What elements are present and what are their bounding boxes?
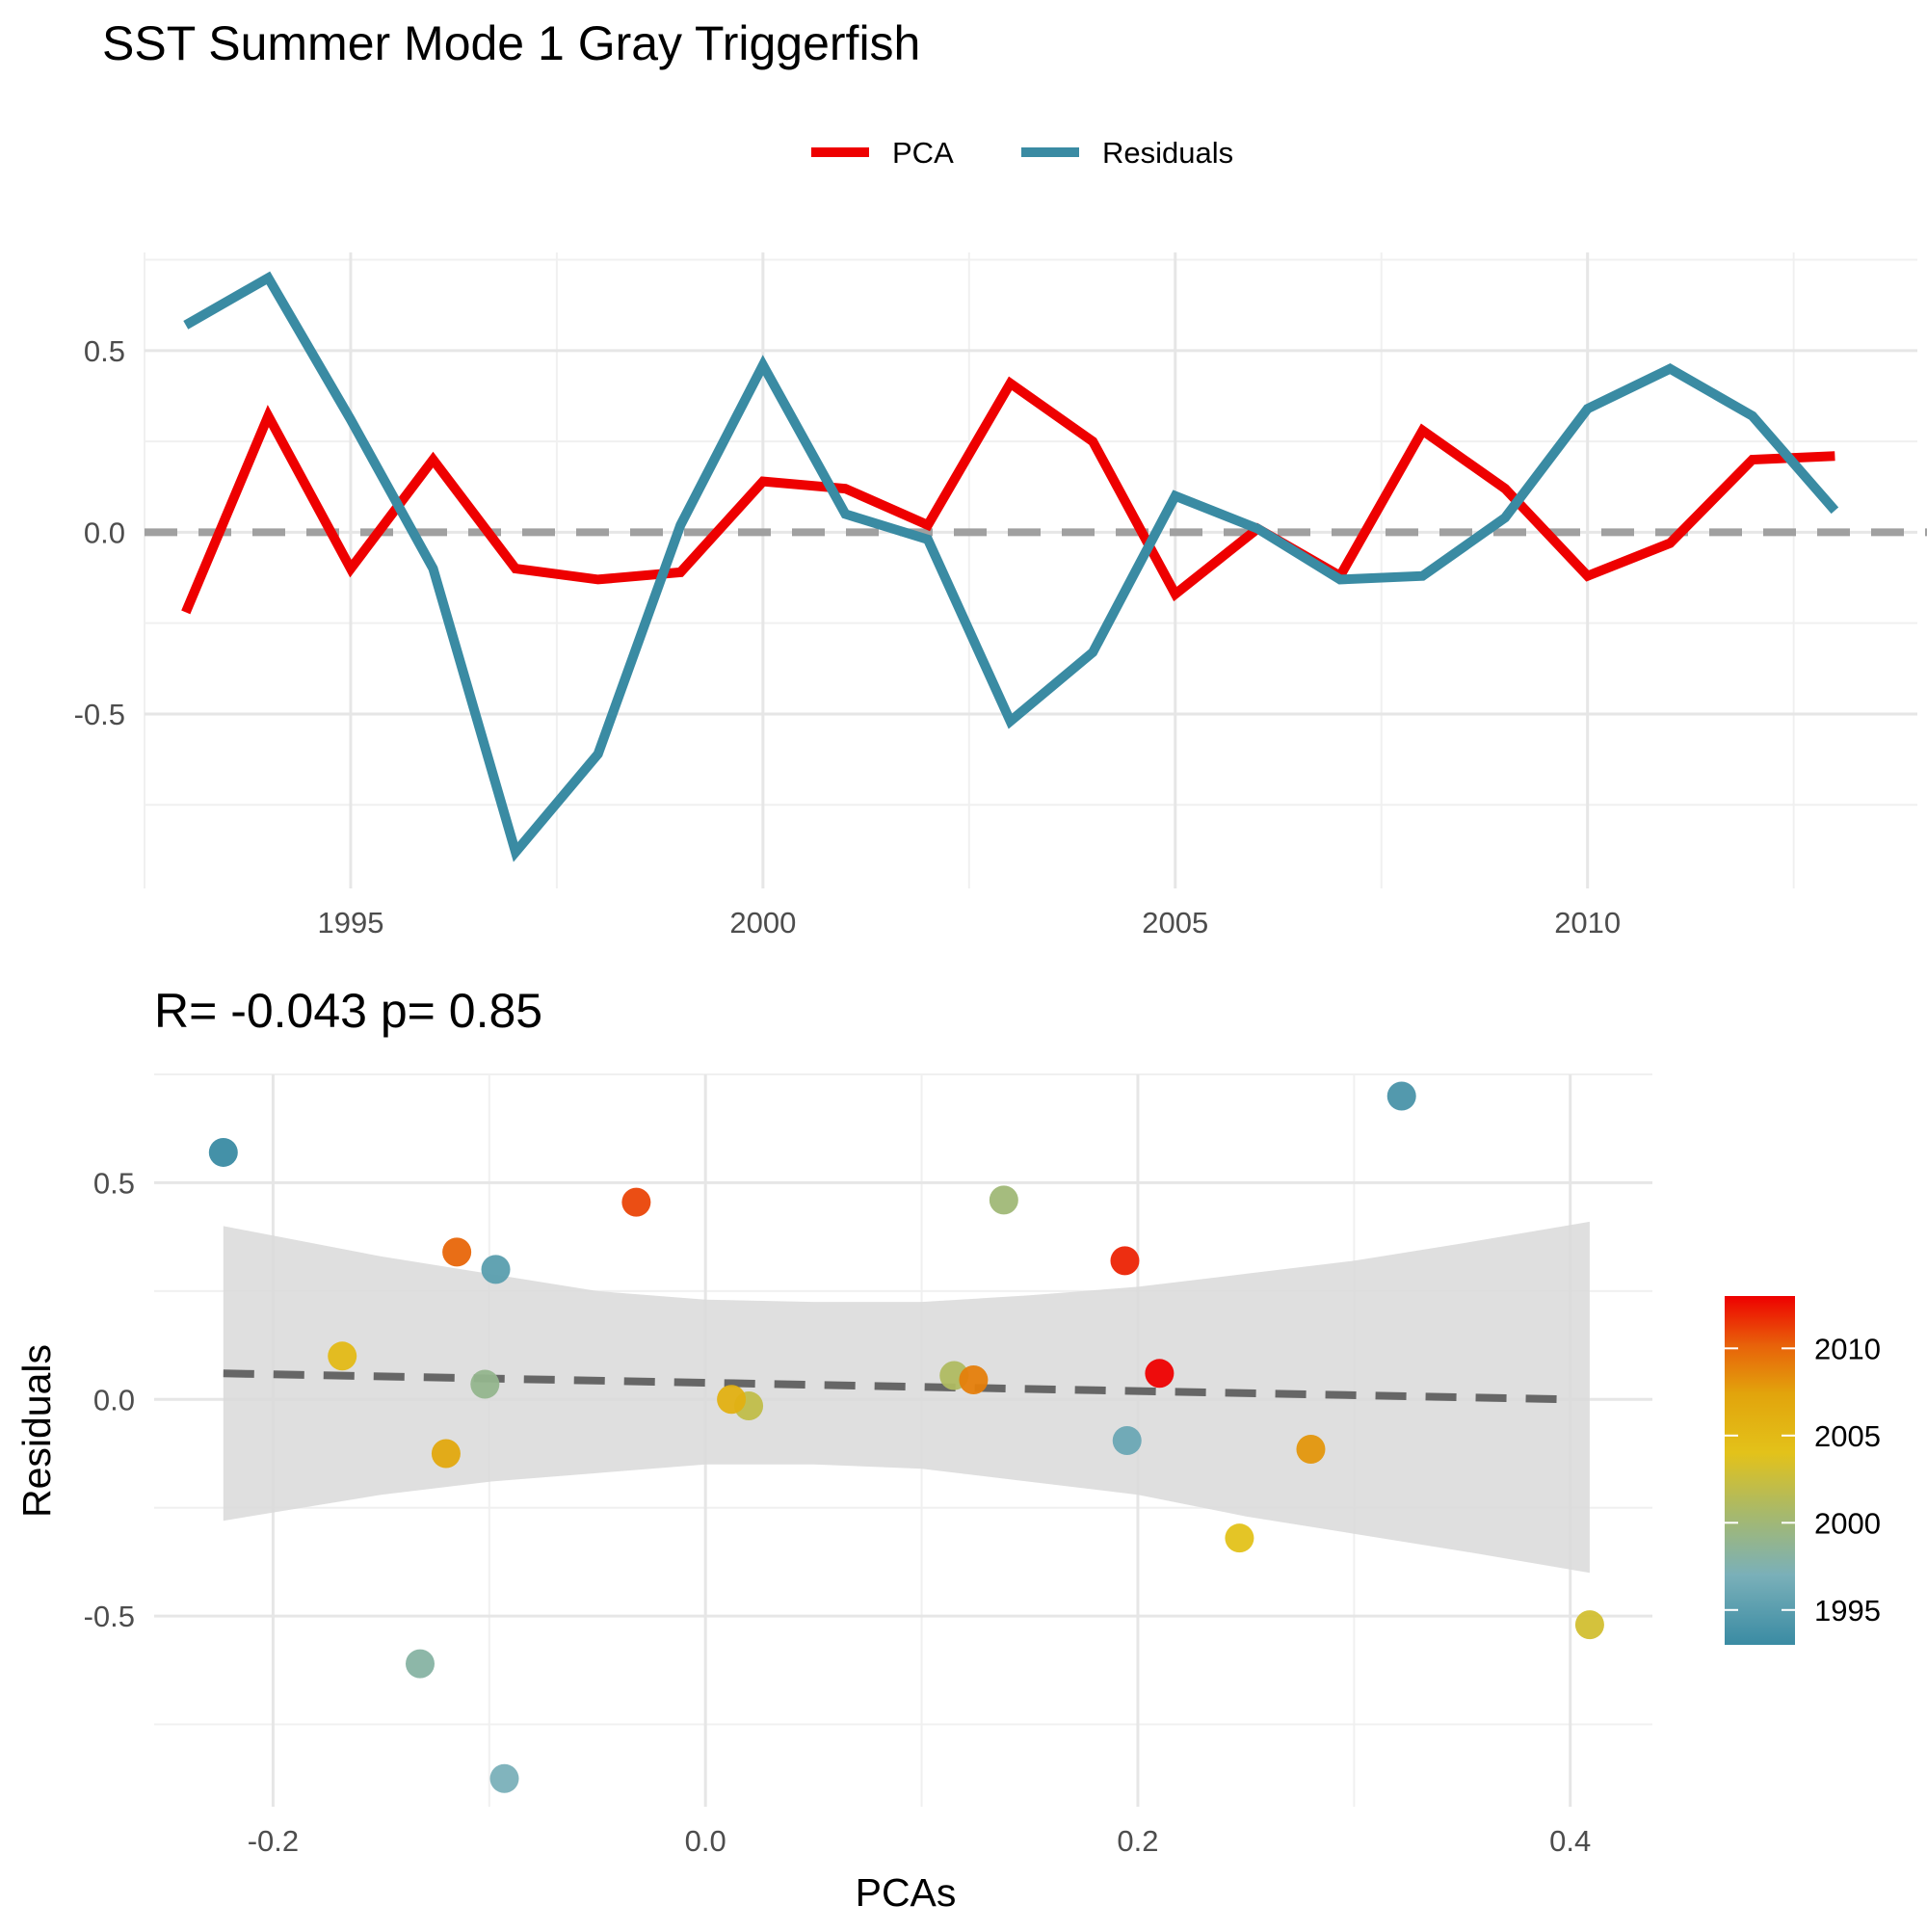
scatter-point-2012: [1110, 1246, 1140, 1276]
scatter-point-1995: [481, 1255, 511, 1284]
x-tick-label: 2000: [729, 906, 796, 940]
scatter-point-2007: [431, 1439, 461, 1469]
scatter-point-2003: [1574, 1610, 1604, 1640]
legend-label-pca: PCA: [892, 136, 954, 170]
colorbar-tick-label: 2005: [1814, 1419, 1881, 1453]
scatter-point-2011: [621, 1187, 651, 1217]
y-tick-label: 0.0: [84, 516, 125, 549]
scatter-point-1996: [1112, 1426, 1142, 1455]
scatter-point-1994: [1386, 1081, 1416, 1111]
scatter-point-2010: [442, 1237, 472, 1267]
y-tick-label: 0.5: [93, 1166, 135, 1200]
x-tick-label: 0.2: [1117, 1824, 1158, 1858]
scatter-point-2004: [1225, 1523, 1254, 1553]
confidence-ribbon: [223, 1221, 1590, 1574]
scatter-point-2000: [989, 1185, 1018, 1215]
series-line-pca: [181, 376, 1835, 615]
y-tick-label: 0.5: [84, 334, 125, 368]
y-tick-label: 0.0: [93, 1383, 135, 1416]
y-axis-title: Residuals: [14, 1344, 59, 1518]
colorbar: 1995 2000 2005 2010: [1725, 1296, 1881, 1645]
legend: PCA Residuals: [811, 136, 1233, 170]
colorbar-tick-label: 2000: [1814, 1506, 1881, 1540]
scatter-point-1998: [405, 1649, 435, 1679]
scatter-point-2013: [1145, 1359, 1175, 1389]
scatter-point-2005: [328, 1341, 357, 1371]
x-tick-label: 2010: [1554, 906, 1621, 940]
y-tick-label: -0.5: [74, 698, 125, 731]
x-tick-label: 0.4: [1549, 1824, 1591, 1858]
series-line-residuals: [183, 271, 1839, 862]
scatter-point-2008: [1296, 1434, 1326, 1464]
colorbar-tick-label: 2010: [1814, 1332, 1881, 1365]
scatter-point-1997: [489, 1763, 519, 1793]
scatter-point-1993: [208, 1137, 238, 1167]
scatter-point-2006: [717, 1385, 747, 1415]
scatter-chart-panel: -0.5 0.0 0.5 -0.2 0.0 0.2 0.4: [84, 1073, 1652, 1858]
chart-title: SST Summer Mode 1 Gray Triggerfish: [102, 16, 920, 70]
x-tick-label: -0.2: [248, 1824, 299, 1858]
legend-label-residuals: Residuals: [1102, 136, 1233, 170]
x-tick-label: 0.0: [685, 1824, 726, 1858]
colorbar-gradient: [1725, 1296, 1795, 1645]
y-tick-label: -0.5: [84, 1600, 135, 1633]
scatter-subtitle: R= -0.043 p= 0.85: [154, 984, 542, 1038]
x-axis-title: PCAs: [856, 1870, 957, 1915]
colorbar-tick-label: 1995: [1814, 1594, 1881, 1628]
scatter-point-2009: [959, 1365, 989, 1395]
x-tick-label: 2005: [1142, 906, 1208, 940]
regression-fit-line: [223, 1369, 1571, 1404]
x-tick-label: 1995: [317, 906, 383, 940]
scatter-point-1999: [470, 1369, 500, 1399]
line-chart-panel: -0.5 0.0 0.5 1995 2000 2005 2010: [74, 252, 1927, 940]
